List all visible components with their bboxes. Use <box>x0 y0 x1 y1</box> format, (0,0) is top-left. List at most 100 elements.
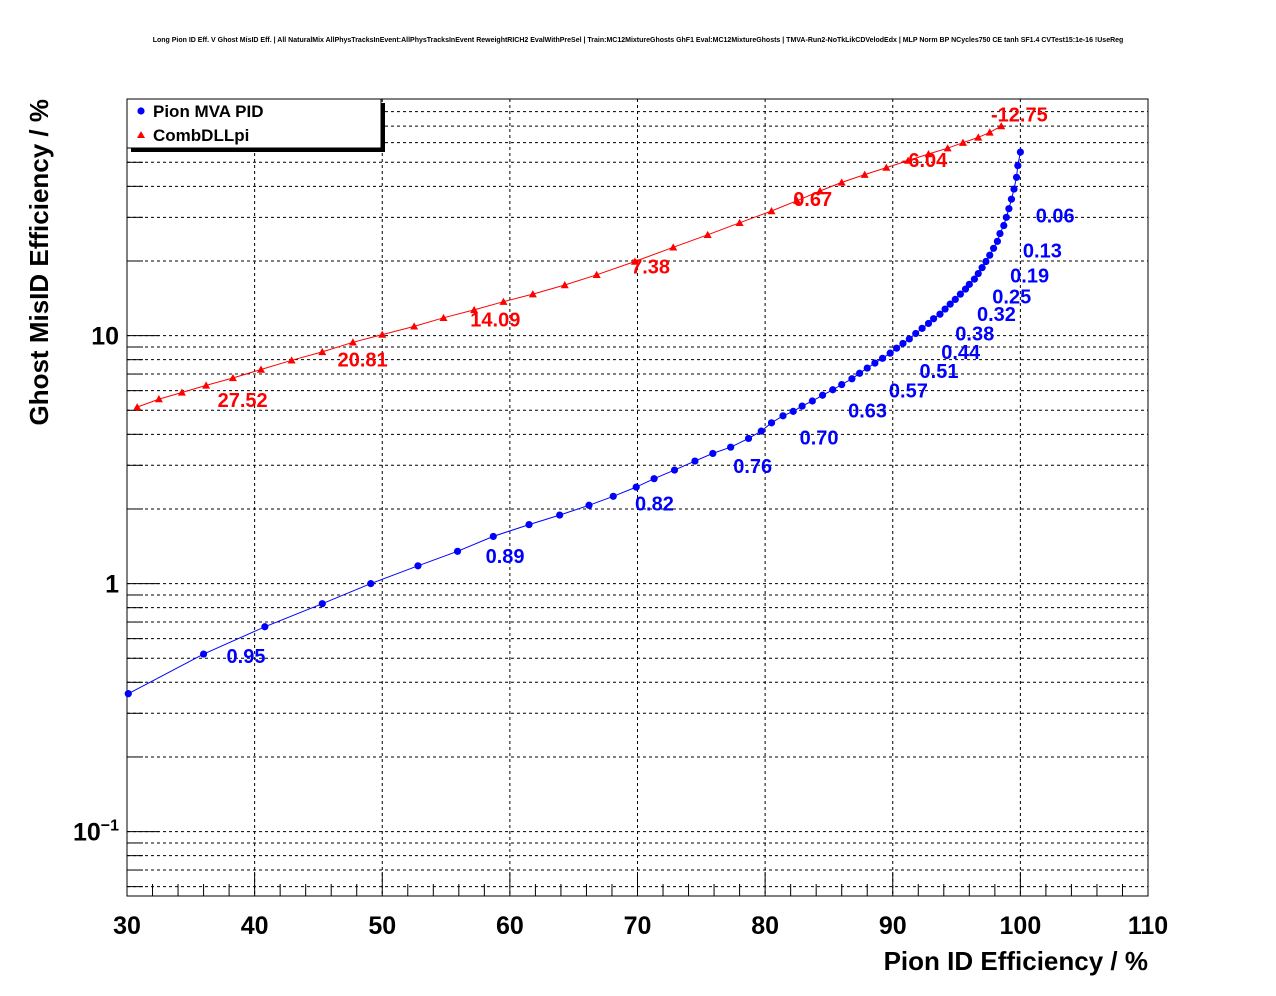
data-point <box>228 373 237 382</box>
data-point <box>670 466 679 474</box>
data-point <box>1010 185 1018 193</box>
data-point <box>863 364 871 372</box>
x-tick-label: 40 <box>241 912 269 940</box>
data-point <box>592 270 601 278</box>
data-point <box>943 144 952 152</box>
data-point <box>1016 148 1024 156</box>
data-label: 0.63 <box>848 400 887 422</box>
data-point <box>133 403 142 411</box>
data-point <box>199 650 208 658</box>
data-point <box>318 347 327 356</box>
data-label: 0.67 <box>793 189 832 211</box>
data-point <box>257 365 266 373</box>
data-point <box>1014 161 1022 170</box>
data-point <box>978 264 986 272</box>
data-point <box>986 251 994 259</box>
series-pion-mva-pid <box>124 148 1024 698</box>
y-tick-label: 1 <box>105 571 119 599</box>
data-point <box>848 375 856 383</box>
data-label: -6.04 <box>902 150 948 172</box>
legend-entry-label: CombDLLpi <box>153 126 249 145</box>
data-point <box>287 356 296 364</box>
data-point <box>946 300 954 308</box>
data-point <box>202 381 211 389</box>
data-point <box>899 339 907 348</box>
data-label: 27.52 <box>218 390 268 412</box>
data-point <box>609 492 617 500</box>
data-point <box>860 170 869 178</box>
y-tick-label: 10−1 <box>73 818 119 847</box>
data-point <box>996 229 1004 238</box>
data-point <box>924 319 933 328</box>
legend-entry-label: Pion MVA PID <box>153 102 264 121</box>
data-point <box>818 391 827 399</box>
data-point <box>727 443 735 451</box>
series-line <box>128 151 1021 695</box>
data-point <box>970 275 979 283</box>
data-point <box>767 207 776 215</box>
data-point <box>816 187 825 195</box>
data-point <box>958 138 967 146</box>
data-point <box>439 313 448 322</box>
data-label: 7.38 <box>631 257 670 279</box>
data-point <box>985 128 994 136</box>
data-label: 0.38 <box>955 324 994 346</box>
data-point <box>941 305 949 313</box>
data-point <box>838 380 846 389</box>
data-point <box>936 310 944 318</box>
data-point <box>837 178 846 186</box>
data-point <box>453 547 462 555</box>
data-label: 0.82 <box>635 494 674 516</box>
annotations: 0.06 0.130.190.250.320.380.440.510.570.63… <box>218 104 1075 668</box>
data-point <box>410 322 419 330</box>
plot-frame <box>126 98 1149 897</box>
x-tick-label: 70 <box>624 912 652 940</box>
data-point <box>871 359 879 367</box>
data-point <box>650 475 658 483</box>
x-tick-label: 110 <box>1128 912 1168 940</box>
data-point <box>789 407 797 415</box>
data-point <box>560 281 569 289</box>
data-label: 0.57 <box>889 381 928 403</box>
legend-box <box>126 98 382 149</box>
data-point <box>154 395 163 403</box>
data-point <box>744 434 753 443</box>
data-point <box>779 412 787 420</box>
x-tick-label: 80 <box>751 912 779 940</box>
data-point <box>974 133 983 141</box>
data-point <box>757 427 765 435</box>
data-label: 0.25 <box>992 286 1031 308</box>
x-tick-label: 100 <box>1000 912 1042 940</box>
x-tick-label: 60 <box>496 912 524 940</box>
data-point <box>956 290 964 298</box>
data-point <box>489 532 497 541</box>
data-point <box>808 397 816 405</box>
data-point <box>378 330 387 338</box>
data-point <box>904 156 913 164</box>
data-point <box>348 338 357 346</box>
data-point <box>918 324 926 332</box>
legend-marker <box>137 107 145 115</box>
x-tick-label: 30 <box>113 912 141 940</box>
data-point <box>124 690 132 698</box>
data-point <box>318 600 326 608</box>
data-point <box>367 580 375 588</box>
data-point <box>924 150 933 158</box>
data-label: 14.09 <box>470 310 520 332</box>
data-point <box>997 122 1006 130</box>
data-label: 0.19 <box>1010 265 1049 287</box>
x-tick-label: 90 <box>879 912 907 940</box>
chart-title: Long Pion ID Eff. V Ghost MisID Eff. | A… <box>153 37 1124 44</box>
data-point <box>793 196 802 204</box>
data-point <box>882 163 891 171</box>
data-label: 0.95 <box>227 646 266 668</box>
data-label: -12.75 <box>991 104 1048 126</box>
series-line <box>137 125 1002 408</box>
data-point <box>829 386 837 394</box>
data-point <box>556 511 564 519</box>
data-point <box>525 520 533 529</box>
data-point <box>709 449 717 458</box>
data-label: 0.44 <box>941 342 981 364</box>
data-point <box>528 290 537 298</box>
